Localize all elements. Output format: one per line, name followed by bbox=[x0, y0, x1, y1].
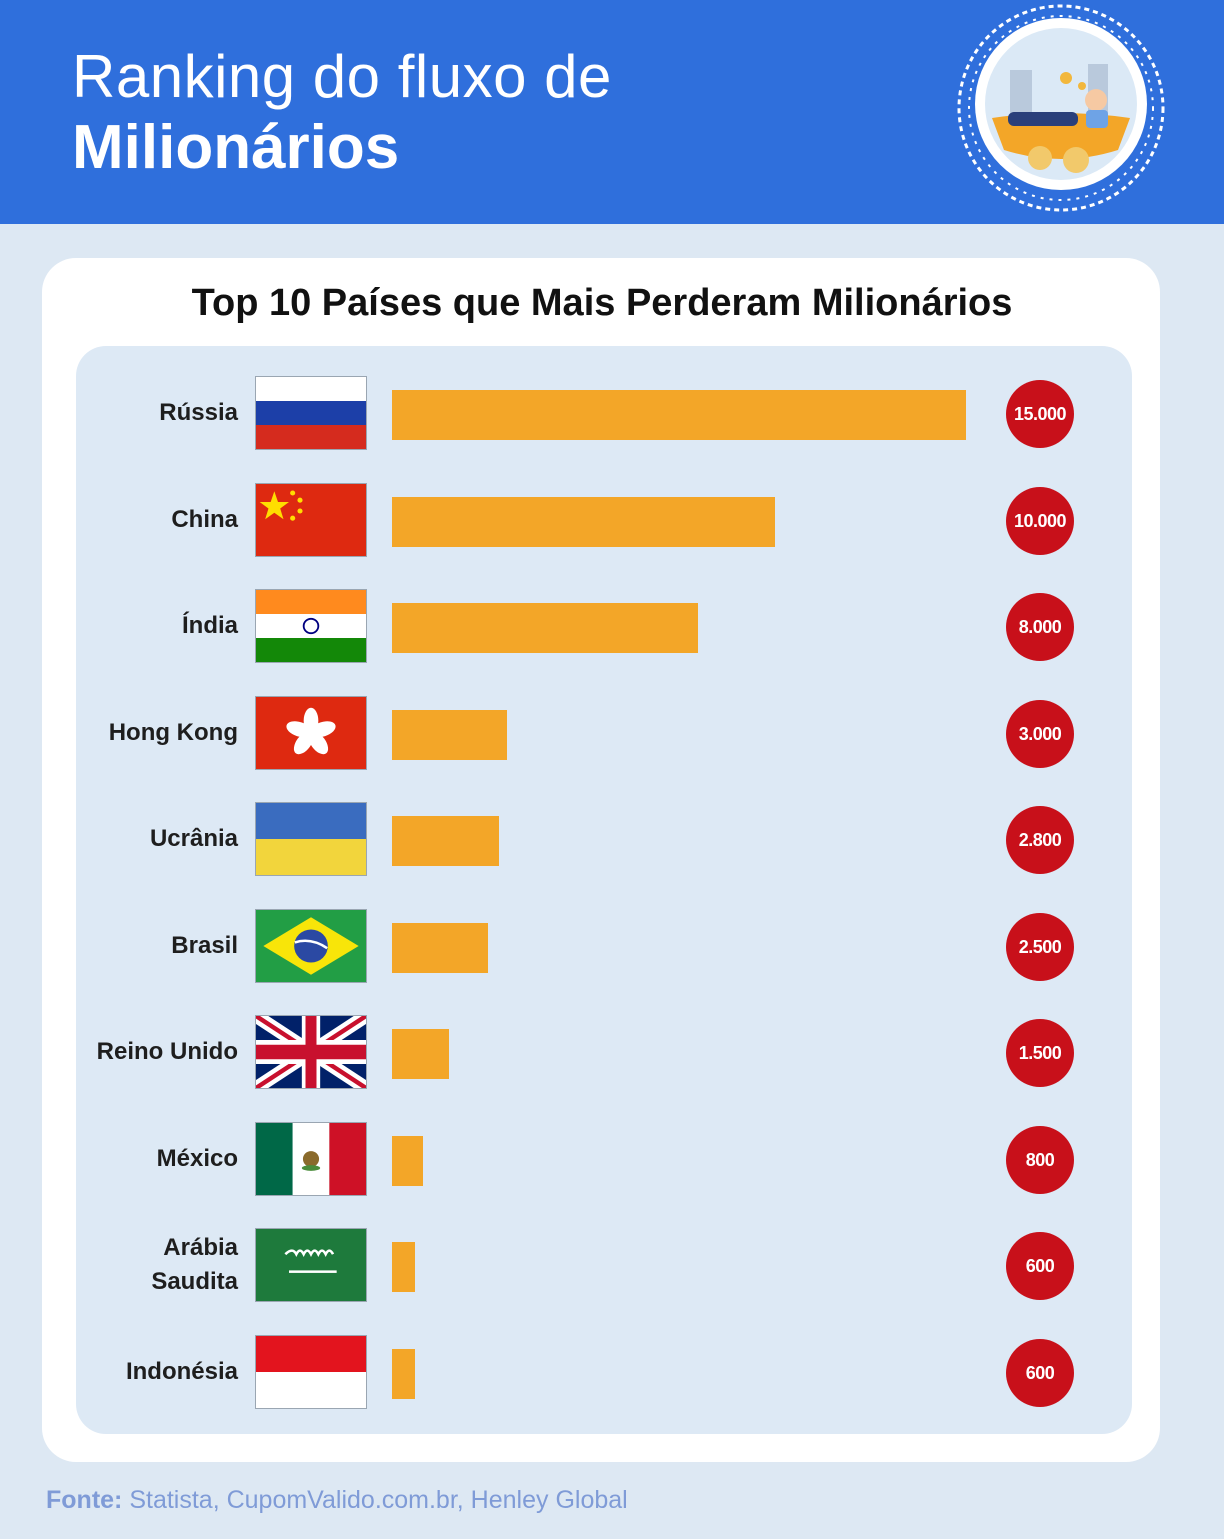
category-label: Indonésia bbox=[125, 1357, 238, 1385]
chart-row: Rússia 15.000 bbox=[0, 362, 1224, 472]
chart-row: Índia 8.000 bbox=[0, 575, 1224, 685]
millionaire-emblem-icon bbox=[957, 4, 1165, 212]
value-badge: 10.000 bbox=[1006, 486, 1074, 555]
source-text: Statista, CupomValido.com.br, Henley Glo… bbox=[122, 1486, 628, 1514]
bar bbox=[392, 816, 500, 866]
bar bbox=[392, 390, 966, 440]
page-title-line2: Milionários bbox=[72, 113, 400, 182]
value-badge: 2.800 bbox=[1006, 806, 1074, 874]
india-flag-icon bbox=[255, 589, 367, 663]
chart-row: Ucrânia 2.800 bbox=[0, 788, 1224, 898]
value-badge: 1.500 bbox=[1006, 1019, 1074, 1087]
bar bbox=[392, 1348, 415, 1399]
mexico-flag-icon bbox=[255, 1121, 367, 1196]
source-label: Fonte: bbox=[46, 1486, 123, 1514]
page-title-line1: Ranking do fluxo de bbox=[72, 43, 612, 110]
category-label: China bbox=[171, 505, 238, 533]
category-label: Hong Kong bbox=[108, 718, 238, 746]
indonesia-flag-icon bbox=[255, 1334, 367, 1409]
chart-row: Hong Kong 3.000 bbox=[0, 682, 1224, 792]
hong-kong-flag-icon bbox=[255, 695, 367, 770]
ukraine-flag-icon bbox=[255, 802, 367, 876]
bar bbox=[392, 1029, 450, 1079]
bar bbox=[392, 709, 507, 760]
saudi-arabia-flag-icon bbox=[255, 1228, 367, 1302]
category-label: Rússia bbox=[159, 399, 238, 426]
chart-title: Top 10 Países que Mais Perderam Milionár… bbox=[191, 282, 1013, 324]
value-badge: 600 bbox=[1006, 1232, 1074, 1300]
category-label: Brasil bbox=[171, 931, 238, 959]
value-badge: 3.000 bbox=[1006, 699, 1074, 768]
united-kingdom-flag-icon bbox=[255, 1015, 367, 1089]
category-label: Índia bbox=[181, 612, 238, 639]
russia-flag-icon bbox=[255, 376, 367, 450]
china-flag-icon bbox=[255, 482, 367, 557]
category-label: Ucrânia bbox=[149, 825, 238, 852]
value-badge: 2.500 bbox=[1006, 912, 1074, 981]
chart-row: China 10.000 bbox=[0, 469, 1224, 579]
bar bbox=[392, 603, 699, 653]
value-badge: 600 bbox=[1006, 1338, 1074, 1407]
category-label: México bbox=[156, 1144, 238, 1172]
source-note: Fonte: Statista, CupomValido.com.br, Hen… bbox=[46, 1486, 628, 1515]
chart-row: Brasil 2.500 bbox=[0, 895, 1224, 1005]
chart-row: Arábia Saudita 600 bbox=[0, 1214, 1224, 1324]
chart-row: Indonésia 600 bbox=[0, 1321, 1224, 1431]
chart-row: México 800 bbox=[0, 1108, 1224, 1218]
bar bbox=[392, 922, 488, 973]
category-label: Arábia Saudita bbox=[151, 1234, 238, 1295]
chart-row: Reino Unido 1.500 bbox=[0, 1001, 1224, 1111]
category-label: Reino Unido bbox=[96, 1038, 238, 1065]
value-badge: 800 bbox=[1006, 1125, 1074, 1194]
bar bbox=[392, 1242, 415, 1292]
bar bbox=[392, 1135, 423, 1186]
bar bbox=[392, 496, 775, 547]
value-badge: 8.000 bbox=[1006, 593, 1074, 661]
brazil-flag-icon bbox=[255, 908, 367, 983]
value-badge: 15.000 bbox=[1006, 380, 1074, 448]
